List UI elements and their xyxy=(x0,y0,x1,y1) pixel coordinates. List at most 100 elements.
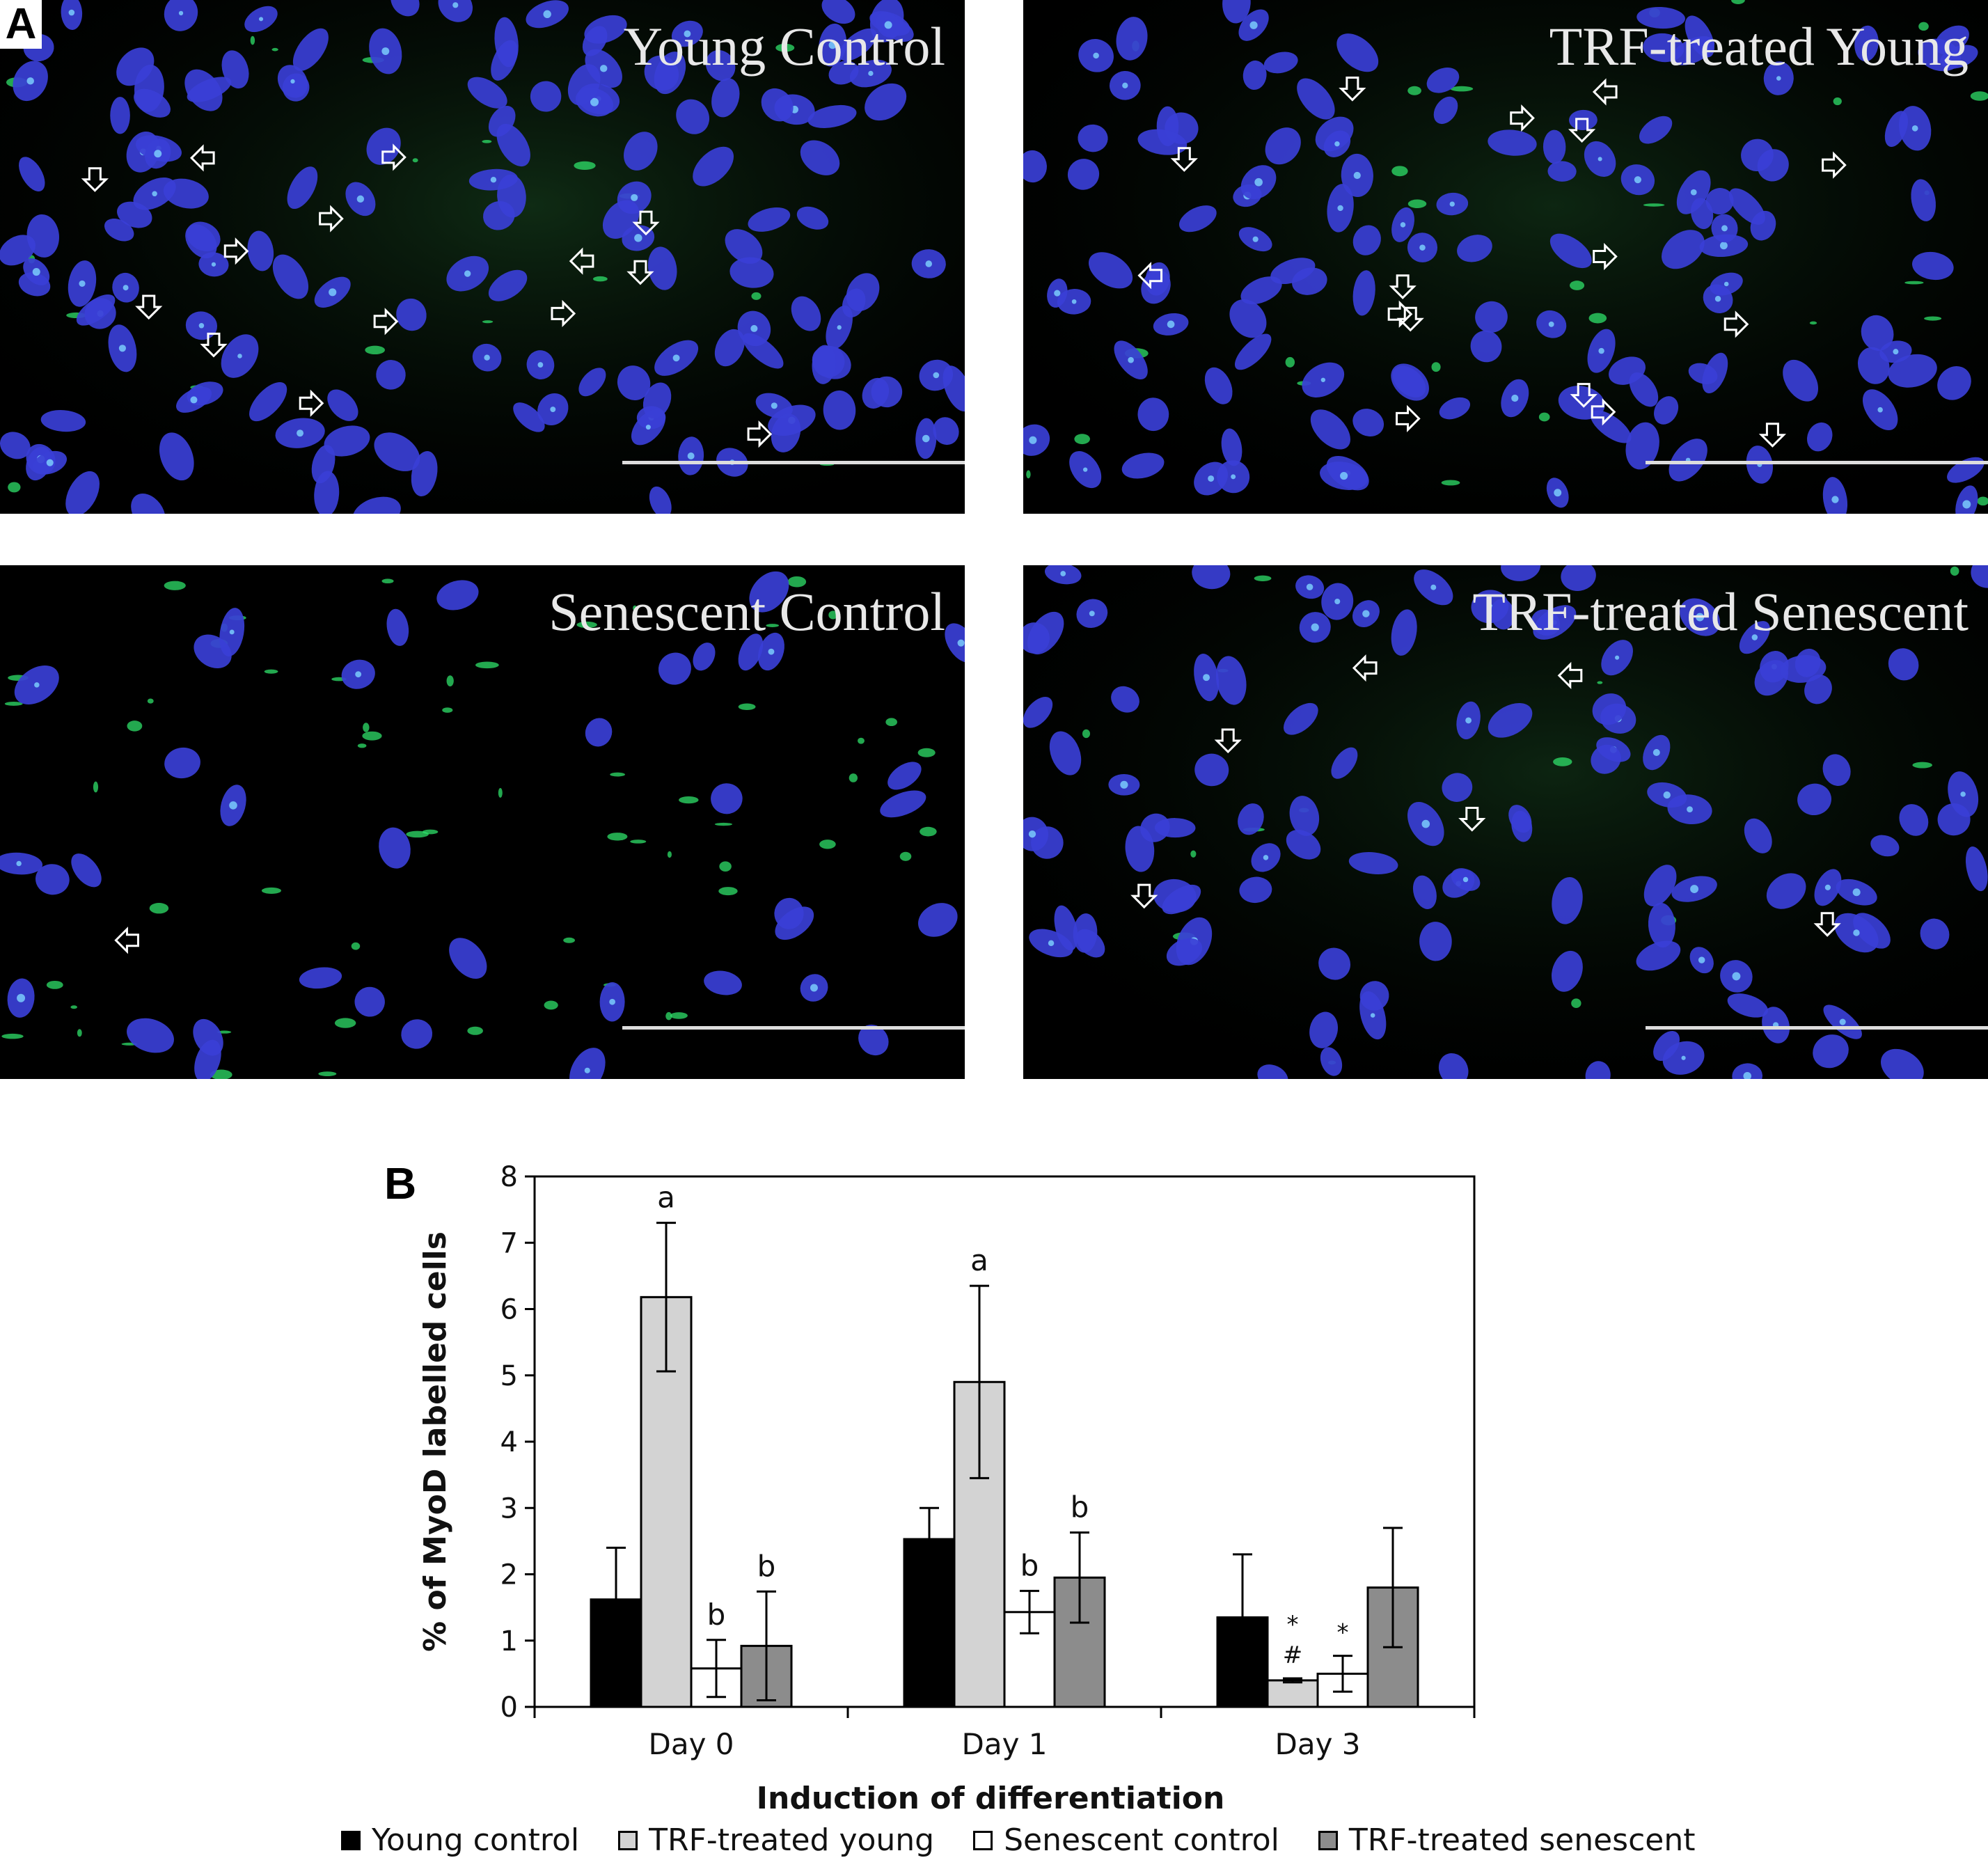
nucleus xyxy=(396,298,427,331)
nucleus xyxy=(567,64,601,106)
nucleus xyxy=(1625,422,1659,470)
nucleus xyxy=(1438,1053,1469,1079)
error-bar xyxy=(757,1590,776,1701)
nucleus xyxy=(1501,565,1541,581)
y-tick-label: 3 xyxy=(500,1492,518,1525)
error-bar xyxy=(656,1222,676,1373)
nucleus xyxy=(1729,188,1765,225)
nucleus-spot xyxy=(1487,604,1493,610)
nucleus xyxy=(1591,744,1621,774)
nucleus xyxy=(1662,230,1705,269)
y-tick-label: 5 xyxy=(500,1360,518,1392)
nucleus xyxy=(127,1018,174,1053)
marker-arrow xyxy=(1758,423,1787,448)
nucleus-spot xyxy=(750,324,758,332)
nucleus xyxy=(19,157,45,191)
nucleus-spot xyxy=(1419,244,1426,251)
myod-stain-spot xyxy=(318,1071,337,1077)
myod-stain-spot xyxy=(849,773,858,782)
nucleus xyxy=(1336,33,1379,72)
myod-stain-spot xyxy=(1082,729,1091,739)
nucleus xyxy=(775,906,814,940)
nucleus xyxy=(1475,301,1508,333)
nucleus xyxy=(1194,753,1229,787)
legend-swatch xyxy=(1318,1830,1338,1850)
nucleus-spot xyxy=(1337,205,1343,212)
myod-stain-spot xyxy=(1597,681,1603,684)
nucleus xyxy=(65,471,100,514)
nucleus-spot xyxy=(1690,885,1698,894)
nucleus-spot xyxy=(118,345,126,352)
nucleus-spot xyxy=(17,993,26,1002)
marker-arrow xyxy=(1396,404,1421,432)
nucleus xyxy=(1419,922,1452,961)
myod-stain-spot xyxy=(1570,281,1585,290)
nucleus xyxy=(1154,818,1196,838)
nucleus-spot xyxy=(297,430,304,437)
nucleus xyxy=(1162,884,1201,915)
myod-stain-spot xyxy=(1912,762,1932,769)
nucleus-spot xyxy=(1911,125,1918,132)
nucleus xyxy=(1884,111,1909,147)
myod-stain-spot xyxy=(446,675,454,687)
nucleus xyxy=(617,365,651,400)
nucleus xyxy=(0,235,36,266)
legend-item: Young control xyxy=(341,1822,579,1858)
myod-stain-spot xyxy=(1588,313,1607,324)
myod-stain-spot xyxy=(885,718,897,727)
nucleus xyxy=(1744,818,1772,853)
micrograph-title: TRF-treated Senescent xyxy=(1472,581,1969,642)
myod-stain-spot xyxy=(775,43,795,52)
nucleus xyxy=(193,1018,223,1056)
legend-label: TRF-treated senescent xyxy=(1348,1822,1696,1858)
nucleus-spot xyxy=(1306,583,1314,591)
nucleus xyxy=(761,88,794,122)
nucleus xyxy=(1088,252,1133,289)
nucleus-spot xyxy=(1598,157,1602,162)
nucleus-spot xyxy=(1462,876,1469,883)
nucleus xyxy=(862,377,890,409)
nucleus-spot xyxy=(1254,178,1263,187)
nucleus xyxy=(164,747,200,779)
nucleus-spot xyxy=(933,372,940,379)
nucleus xyxy=(642,382,672,419)
nucleus xyxy=(1552,876,1583,924)
myod-stain-spot xyxy=(271,47,278,52)
marker-arrow xyxy=(200,332,228,358)
myod-stain-spot xyxy=(351,942,361,950)
micrograph-image xyxy=(0,571,965,1079)
nucleus-spot xyxy=(1776,76,1781,81)
marker-arrow xyxy=(81,167,109,192)
myod-stain-spot xyxy=(1643,203,1665,207)
nucleus xyxy=(1880,1048,1924,1079)
nucleus-spot xyxy=(768,648,775,655)
panel-a-label: A xyxy=(0,0,42,49)
myod-stain-spot xyxy=(667,851,672,858)
myod-stain-spot xyxy=(412,158,418,163)
nucleus-spot xyxy=(79,280,86,287)
error-bar xyxy=(1070,1531,1089,1624)
nucleus-spot xyxy=(1029,436,1037,444)
significance-label: * xyxy=(1337,1619,1349,1647)
nucleus xyxy=(379,827,411,869)
nucleus xyxy=(1027,611,1064,655)
nucleus xyxy=(1076,929,1105,958)
nucleus xyxy=(249,382,287,422)
nucleus-spot xyxy=(543,10,551,19)
nucleus xyxy=(411,451,438,497)
nucleus-spot xyxy=(1598,347,1604,354)
nucleus-spot xyxy=(1060,571,1066,576)
nucleus-spot xyxy=(1751,634,1758,640)
x-tick-label: Day 1 xyxy=(961,1727,1047,1761)
nucleus xyxy=(1797,783,1832,816)
nucleus xyxy=(117,201,152,228)
nucleus-spot xyxy=(1714,296,1721,302)
marker-arrow xyxy=(1339,76,1366,102)
micrograph-senescent-control: Senescent Control xyxy=(0,565,965,1079)
marker-arrow xyxy=(114,927,139,954)
myod-stain-spot xyxy=(670,1012,688,1019)
nucleus xyxy=(1727,993,1768,1018)
nucleus xyxy=(791,296,821,331)
nucleus xyxy=(1629,372,1659,407)
nucleus xyxy=(1391,609,1417,656)
